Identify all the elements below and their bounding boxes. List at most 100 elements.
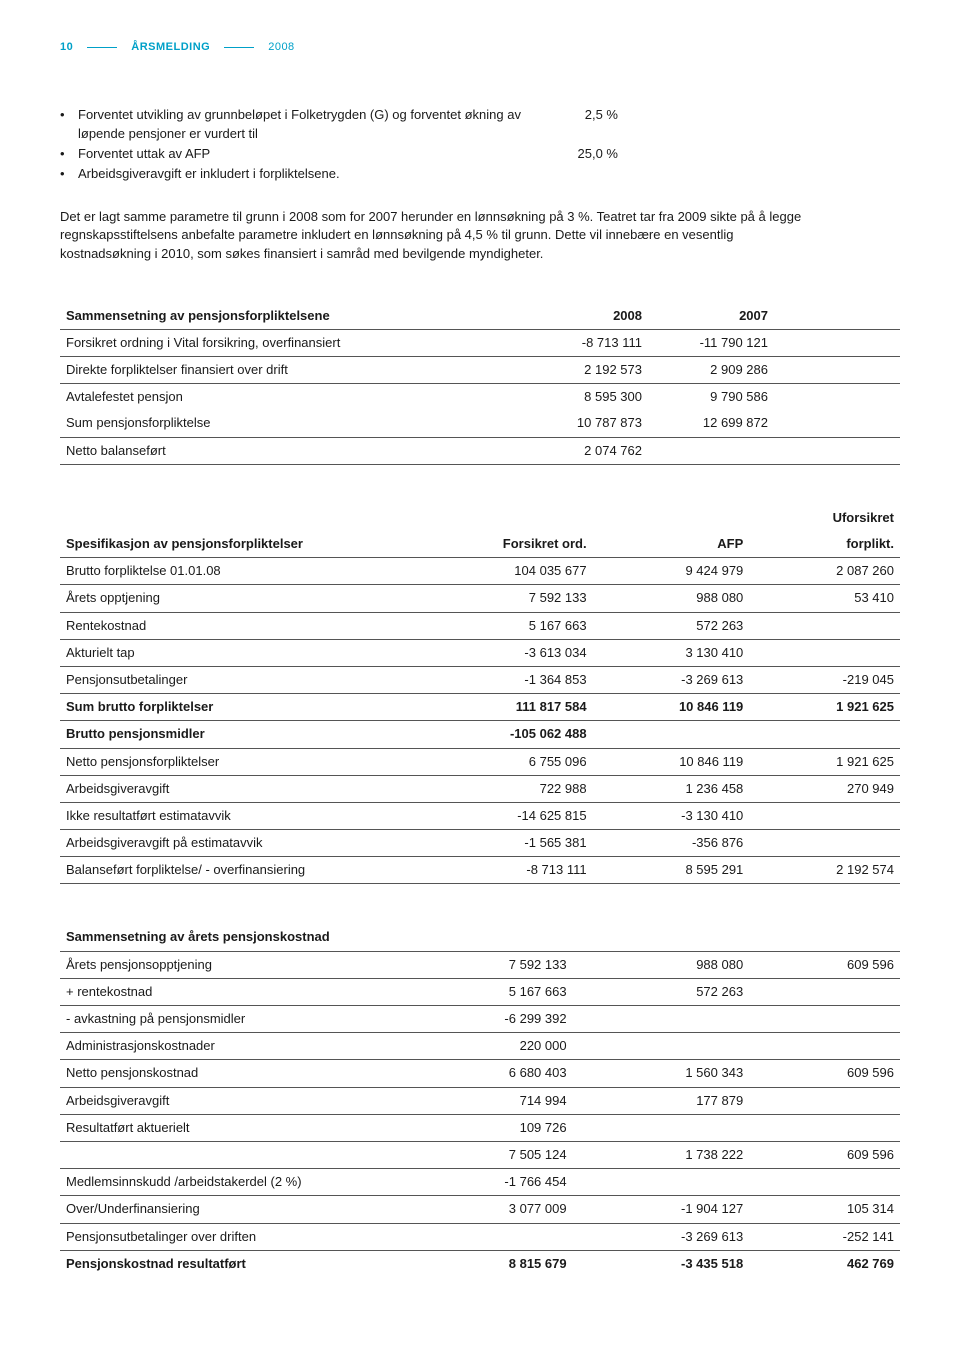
row-value: 2 192 573 (522, 357, 648, 384)
bullet-row: •Forventet utvikling av grunnbeløpet i F… (60, 105, 900, 143)
row-value: 714 994 (396, 1087, 573, 1114)
table-row: Pensjonsutbetalinger-1 364 853-3 269 613… (60, 666, 900, 693)
page-number: 10 (60, 40, 73, 55)
row-value: 988 080 (593, 585, 750, 612)
row-value (749, 1114, 900, 1141)
row-value: 988 080 (573, 951, 750, 978)
row-value: -356 876 (593, 830, 750, 857)
row-value: 722 988 (396, 775, 593, 802)
table-row: - avkastning på pensjonsmidler-6 299 392 (60, 1006, 900, 1033)
row-label: Rentekostnad (60, 612, 396, 639)
row-value: -1 364 853 (396, 666, 593, 693)
bullet-dot: • (60, 106, 70, 124)
table-row: Akturielt tap-3 613 0343 130 410 (60, 639, 900, 666)
row-value: -3 269 613 (573, 1223, 750, 1250)
bullet-text: Forventet uttak av AFP (78, 145, 538, 163)
row-value: 609 596 (749, 1060, 900, 1087)
row-value: 109 726 (396, 1114, 573, 1141)
pension-composition-table: Sammensetning av pensjonsforpliktelsene … (60, 303, 900, 465)
table-row: Arbeidsgiveravgift på estimatavvik-1 565… (60, 830, 900, 857)
row-value (573, 1169, 750, 1196)
row-value: 3 077 009 (396, 1196, 573, 1223)
table-row: Arbeidsgiveravgift714 994177 879 (60, 1087, 900, 1114)
table-col-insured: Forsikret ord. (396, 531, 593, 558)
row-label: Medlemsinnskudd /arbeidstakerdel (2 %) (60, 1169, 396, 1196)
row-value (749, 978, 900, 1005)
row-value (593, 721, 750, 748)
table-row: Arbeidsgiveravgift722 9881 236 458270 94… (60, 775, 900, 802)
row-value (749, 1087, 900, 1114)
row-label: + rentekostnad (60, 978, 396, 1005)
row-value: 8 595 291 (593, 857, 750, 884)
row-label: Over/Underfinansiering (60, 1196, 396, 1223)
row-label: Sum pensjonsforpliktelse (60, 410, 522, 437)
row-value: 2 087 260 (749, 558, 900, 585)
table-heading: Sammensetning av pensjonsforpliktelsene (60, 303, 522, 330)
row-label: Avtalefestet pensjon (60, 384, 522, 411)
row-value: 10 846 119 (593, 694, 750, 721)
row-label: Arbeidsgiveravgift på estimatavvik (60, 830, 396, 857)
table-row: Rentekostnad5 167 663572 263 (60, 612, 900, 639)
header-divider (224, 47, 254, 48)
table-row: Pensjonsutbetalinger over driften -3 269 … (60, 1223, 900, 1250)
row-value: -1 565 381 (396, 830, 593, 857)
row-value: 7 505 124 (396, 1141, 573, 1168)
table-row: Netto pensjonskostnad6 680 4031 560 3436… (60, 1060, 900, 1087)
row-label: Direkte forpliktelser finansiert over dr… (60, 357, 522, 384)
row-label: Netto balanseført (60, 437, 522, 464)
table-row: + rentekostnad5 167 663572 263 (60, 978, 900, 1005)
row-value: -3 613 034 (396, 639, 593, 666)
row-value: -252 141 (749, 1223, 900, 1250)
table-heading: Sammensetning av årets pensjonskostnad (60, 924, 396, 951)
row-value: 8 815 679 (396, 1250, 573, 1277)
table-col-afp: AFP (593, 531, 750, 558)
row-label: - avkastning på pensjonsmidler (60, 1006, 396, 1033)
row-label: Arbeidsgiveravgift (60, 1087, 396, 1114)
row-label: Årets pensjonsopptjening (60, 951, 396, 978)
row-value: 104 035 677 (396, 558, 593, 585)
bullet-text: Arbeidsgiveravgift er inkludert i forpli… (78, 165, 538, 183)
row-value: 7 592 133 (396, 951, 573, 978)
table-col-2008: 2008 (522, 303, 648, 330)
row-value: 572 263 (593, 612, 750, 639)
row-value: 609 596 (749, 951, 900, 978)
table-row: Pensjonskostnad resultatført8 815 679-3 … (60, 1250, 900, 1277)
row-value: 220 000 (396, 1033, 573, 1060)
row-value: -3 435 518 (573, 1250, 750, 1277)
row-label: Sum brutto forpliktelser (60, 694, 396, 721)
row-label: Forsikret ordning i Vital forsikring, ov… (60, 329, 522, 356)
row-value: 6 680 403 (396, 1060, 573, 1087)
row-value: 2 192 574 (749, 857, 900, 884)
row-value: 1 560 343 (573, 1060, 750, 1087)
row-value (573, 1006, 750, 1033)
row-value: 1 921 625 (749, 748, 900, 775)
report-title: ÅRSMELDING (131, 40, 210, 55)
table-col-2007: 2007 (648, 303, 774, 330)
row-value: -1 904 127 (573, 1196, 750, 1223)
row-value (749, 1169, 900, 1196)
row-value: 2 909 286 (648, 357, 774, 384)
row-label: Netto pensjonsforpliktelser (60, 748, 396, 775)
row-value: 1 921 625 (749, 694, 900, 721)
row-value: 1 236 458 (593, 775, 750, 802)
row-value (749, 1006, 900, 1033)
row-value: 1 738 222 (573, 1141, 750, 1168)
row-value: 6 755 096 (396, 748, 593, 775)
row-value: 3 130 410 (593, 639, 750, 666)
table-row: Netto pensjonsforpliktelser6 755 09610 8… (60, 748, 900, 775)
assumption-bullets: •Forventet utvikling av grunnbeløpet i F… (60, 105, 900, 184)
bullet-dot: • (60, 145, 70, 163)
row-value (749, 612, 900, 639)
row-label: Pensjonsutbetalinger over driften (60, 1223, 396, 1250)
table-row: Brutto forpliktelse 01.01.08104 035 6779… (60, 558, 900, 585)
bullet-value: 2,5 % (546, 106, 626, 124)
row-value: 10 846 119 (593, 748, 750, 775)
table-row: 7 505 1241 738 222609 596 (60, 1141, 900, 1168)
row-value: -1 766 454 (396, 1169, 573, 1196)
row-value (749, 639, 900, 666)
row-value (749, 830, 900, 857)
table-row: Forsikret ordning i Vital forsikring, ov… (60, 329, 900, 356)
table-heading: Spesifikasjon av pensjonsforpliktelser (60, 531, 396, 558)
row-value: -14 625 815 (396, 802, 593, 829)
table-row: Sum pensjonsforpliktelse10 787 87312 699… (60, 410, 900, 437)
